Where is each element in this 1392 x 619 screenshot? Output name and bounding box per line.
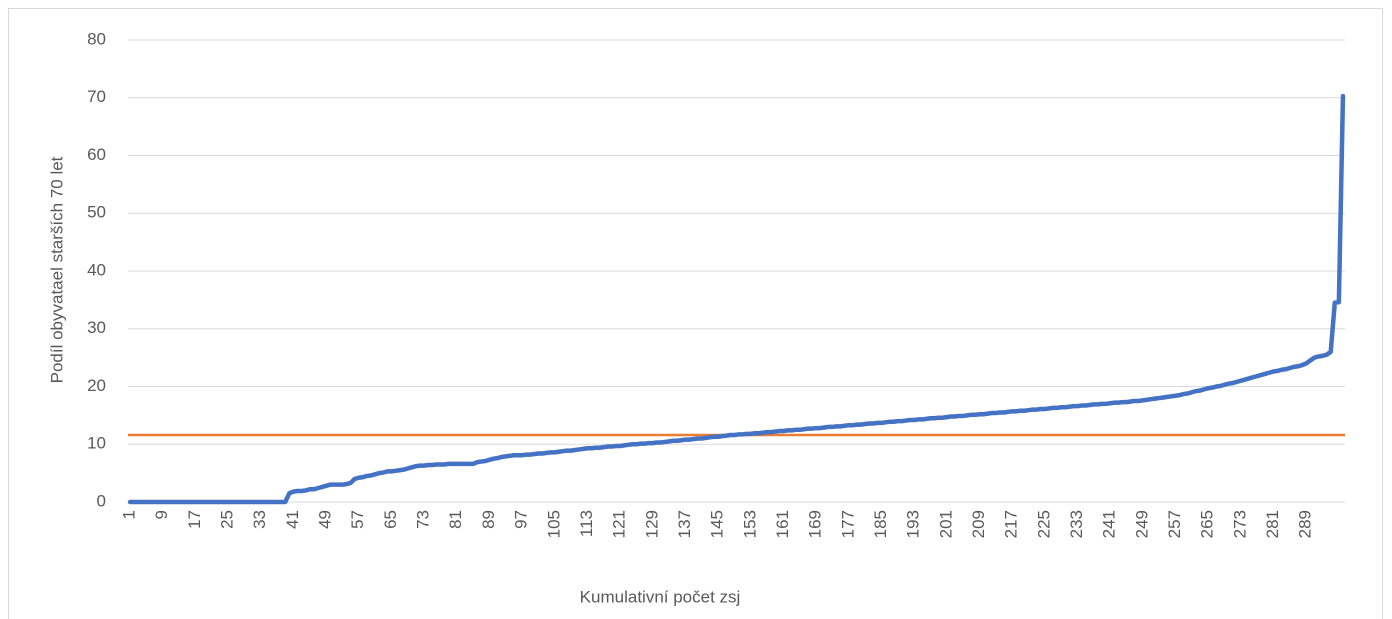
data-line	[127, 93, 1346, 505]
x-tick-label: 225	[1034, 510, 1053, 538]
x-tick-label: 49	[316, 510, 335, 529]
x-tick-label: 145	[708, 510, 727, 538]
x-tick-label: 65	[381, 510, 400, 529]
x-tick-label: 41	[283, 510, 302, 529]
x-tick-label: 137	[675, 510, 694, 538]
y-tick-label: 10	[87, 434, 106, 453]
x-tick-label: 17	[185, 510, 204, 529]
x-tick-label: 89	[479, 510, 498, 529]
x-tick-label: 193	[904, 510, 923, 538]
x-tick-label: 217	[1002, 510, 1021, 538]
y-tick-label: 20	[87, 376, 106, 395]
x-tick-label: 57	[348, 510, 367, 529]
y-tick-label: 60	[87, 145, 106, 164]
x-tick-label: 113	[577, 510, 596, 537]
y-tick-label: 30	[87, 318, 106, 337]
x-tick-label: 129	[642, 510, 661, 538]
x-tick-label: 9	[152, 510, 171, 519]
x-axis-label: Kumulativní počet zsj	[580, 587, 741, 606]
x-tick-label: 33	[250, 510, 269, 529]
x-tick-label: 265	[1198, 510, 1217, 538]
x-tick-label: 241	[1100, 510, 1119, 538]
y-tick-label: 40	[87, 260, 106, 279]
x-tick-label: 169	[806, 510, 825, 538]
x-tick-label: 177	[838, 510, 857, 538]
x-tick-label: 289	[1296, 510, 1315, 538]
x-tick-label: 233	[1067, 510, 1086, 538]
x-tick-label: 97	[512, 510, 531, 529]
y-tick-label: 50	[87, 203, 106, 222]
x-tick-label: 153	[740, 510, 759, 538]
y-tick-label: 0	[97, 491, 106, 510]
y-tick-label: 70	[87, 87, 106, 106]
x-tick-label: 185	[871, 510, 890, 538]
x-tick-label: 273	[1230, 510, 1249, 538]
x-tick-label: 1	[120, 510, 139, 519]
x-tick-label: 209	[969, 510, 988, 538]
chart-border	[8, 8, 1383, 619]
x-tick-label: 105	[544, 510, 563, 538]
y-tick-label: 80	[87, 29, 106, 48]
x-tick-label: 25	[218, 510, 237, 529]
x-tick-label: 73	[414, 510, 433, 529]
x-tick-label: 121	[610, 510, 629, 538]
x-tick-label: 249	[1132, 510, 1151, 538]
x-tick-label: 81	[446, 510, 465, 529]
x-tick-label: 281	[1263, 510, 1282, 538]
x-tick-label: 201	[936, 510, 955, 538]
y-axis-label: Podíl obyvatael starších 70 let	[47, 156, 66, 383]
x-tick-label: 161	[773, 510, 792, 538]
x-tick-label: 257	[1165, 510, 1184, 538]
